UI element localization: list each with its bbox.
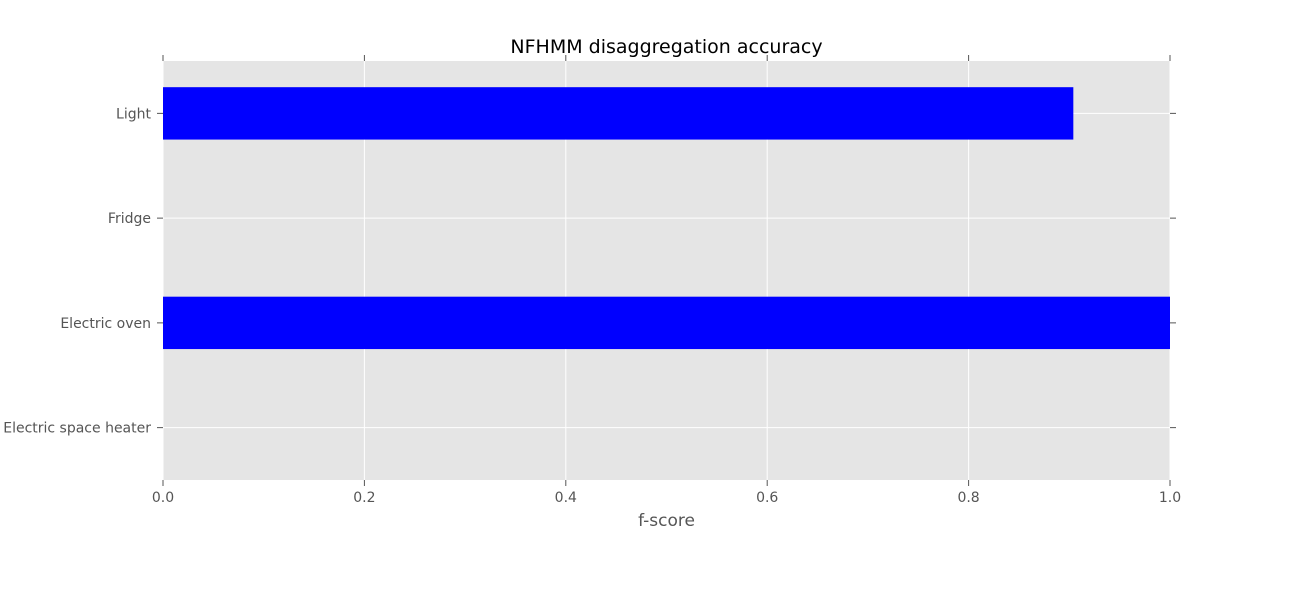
x-axis-label: f-score [638,511,695,531]
bar [163,87,1074,140]
y-tick-label: Fridge [108,211,151,227]
y-tick-label: Light [116,106,151,122]
y-tick-label: Electric oven [60,316,151,332]
chart-title: NFHMM disaggregation accuracy [510,36,822,58]
x-tick-label: 0.0 [152,490,174,506]
x-tick-label: 0.6 [756,490,778,506]
x-tick-label: 0.4 [555,490,577,506]
bars [163,87,1170,350]
y-tick-label: Electric space heater [3,421,151,437]
bar [163,296,1170,350]
tick-labels: 0.0 0.2 0.4 0.6 0.8 1.0 Light Fridge Electric ov… [3,106,1181,506]
x-tick-label: 1.0 [1159,490,1181,506]
tick-marks [157,55,1176,486]
x-tick-label: 0.8 [957,490,979,506]
x-tick-label: 0.2 [353,490,375,506]
